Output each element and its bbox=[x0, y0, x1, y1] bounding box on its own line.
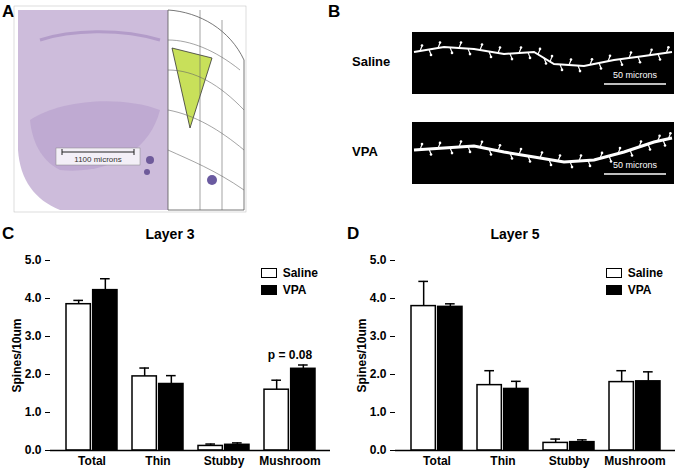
svg-text:A: A bbox=[2, 2, 14, 21]
svg-text:3.0: 3.0 bbox=[25, 329, 42, 343]
svg-text:1.0: 1.0 bbox=[370, 405, 387, 419]
svg-text:5.0: 5.0 bbox=[25, 253, 42, 267]
svg-text:5.0: 5.0 bbox=[370, 253, 387, 267]
svg-text:Stubby: Stubby bbox=[549, 454, 590, 468]
svg-text:Spines/10um: Spines/10um bbox=[355, 318, 369, 392]
svg-text:2.0: 2.0 bbox=[25, 367, 42, 381]
svg-text:Stubby: Stubby bbox=[204, 454, 245, 468]
svg-text:Total: Total bbox=[78, 454, 106, 468]
svg-text:Mushroom: Mushroom bbox=[259, 454, 320, 468]
html-text:Layer 5: Layer 5 bbox=[490, 226, 540, 242]
html-text:D: D bbox=[347, 224, 360, 243]
html-text:Layer 3: Layer 3 bbox=[145, 226, 195, 242]
html-text:Saline: Saline bbox=[627, 266, 663, 280]
svg-text:50 microns: 50 microns bbox=[613, 70, 658, 80]
html-text:VPA: VPA bbox=[627, 283, 652, 297]
svg-text:4.0: 4.0 bbox=[370, 291, 387, 305]
svg-text:50 microns: 50 microns bbox=[613, 160, 658, 170]
html-text:VPA: VPA bbox=[282, 283, 307, 297]
svg-text:Thin: Thin bbox=[490, 454, 515, 468]
html-text:C: C bbox=[2, 224, 15, 243]
svg-text:3.0: 3.0 bbox=[370, 329, 387, 343]
svg-text:Thin: Thin bbox=[145, 454, 170, 468]
svg-text:1100 microns: 1100 microns bbox=[74, 155, 121, 164]
html-text:Saline: Saline bbox=[282, 266, 318, 280]
svg-text:Mushroom: Mushroom bbox=[604, 454, 665, 468]
svg-text:1.0: 1.0 bbox=[25, 405, 42, 419]
svg-text:0.0: 0.0 bbox=[370, 443, 387, 457]
svg-text:p = 0.08: p = 0.08 bbox=[268, 348, 313, 362]
svg-text:VPA: VPA bbox=[352, 144, 378, 159]
svg-text:Saline: Saline bbox=[352, 54, 390, 69]
svg-text:4.0: 4.0 bbox=[25, 291, 42, 305]
svg-text:Spines/10um: Spines/10um bbox=[10, 318, 24, 392]
svg-text:B: B bbox=[328, 2, 340, 21]
svg-text:0.0: 0.0 bbox=[25, 443, 42, 457]
svg-text:2.0: 2.0 bbox=[370, 367, 387, 381]
svg-text:Total: Total bbox=[423, 454, 451, 468]
